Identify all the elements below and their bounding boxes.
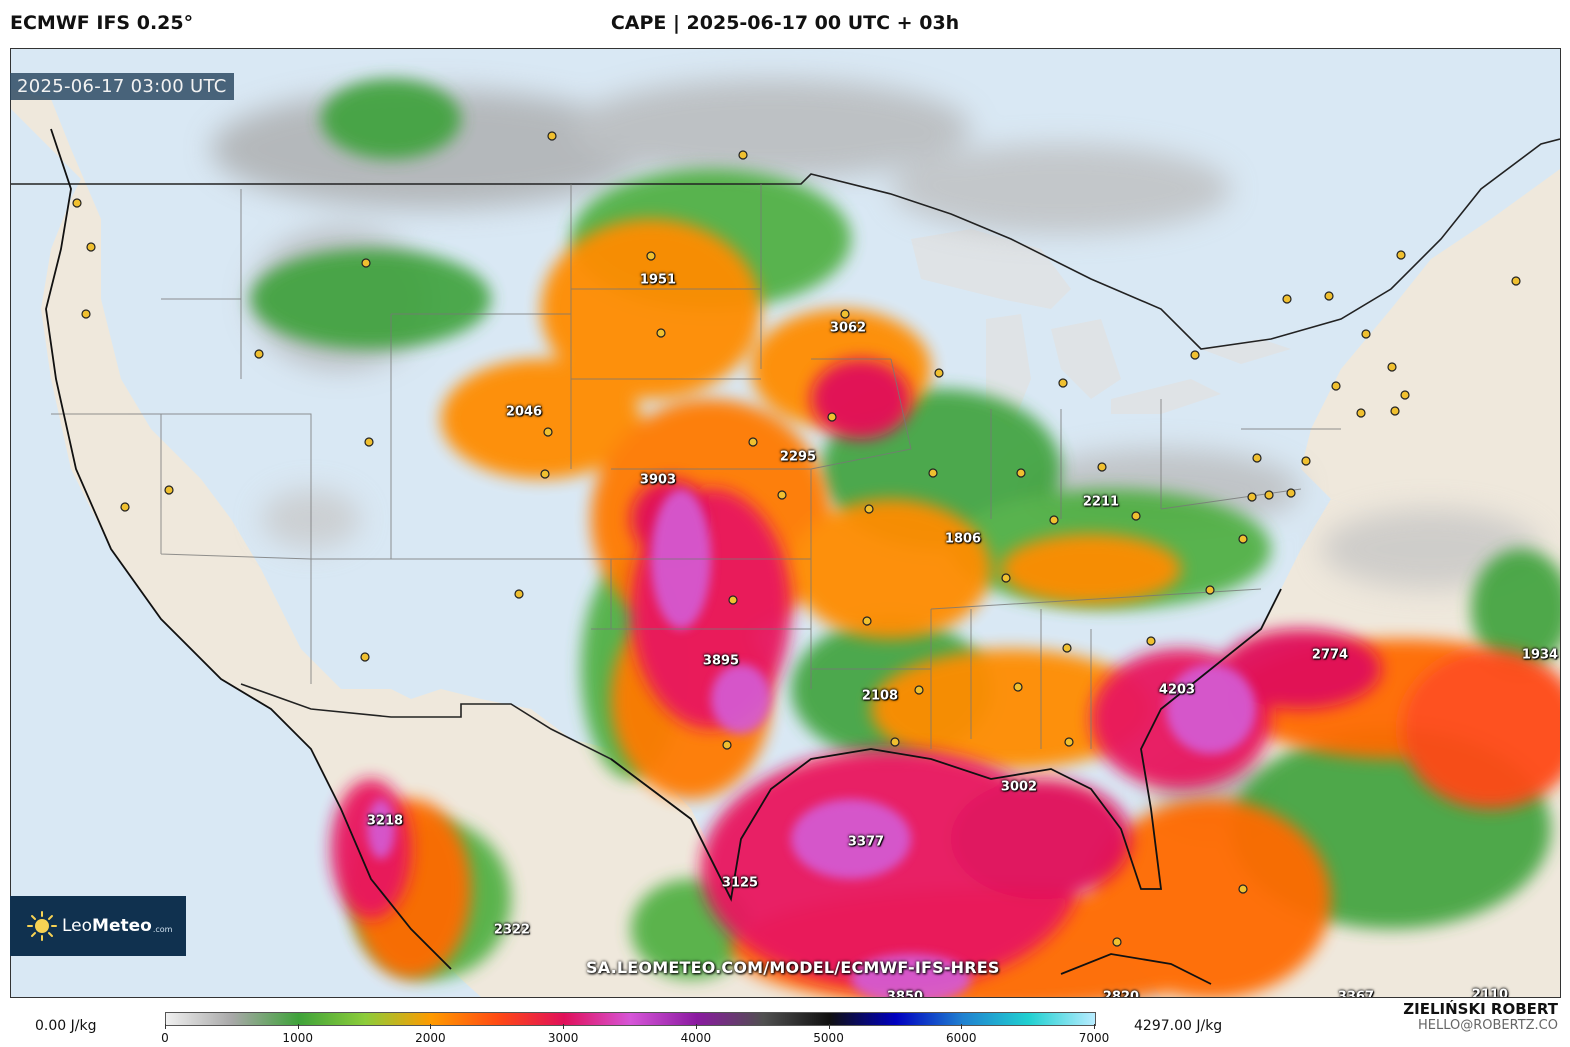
colorbar — [165, 1012, 1096, 1026]
source-url[interactable]: SA.LEOMETEO.COM/MODEL/ECMWF-IFS-HRES — [586, 958, 1000, 977]
cape-value-label: 2108 — [861, 688, 899, 704]
valid-time-badge: 2025-06-17 03:00 UTC — [10, 73, 234, 100]
colorbar-tick-mark — [1094, 1024, 1095, 1029]
cape-value-label: 3062 — [829, 320, 867, 336]
cape-value-label: 1806 — [944, 531, 982, 547]
colorbar-tick-mark — [297, 1024, 299, 1029]
cape-value-label: 1934 — [1521, 647, 1559, 663]
colorbar-tick-mark — [430, 1024, 432, 1029]
map-canvas — [11, 49, 1560, 997]
city-markers — [72, 131, 1521, 947]
colorbar-max-label: 4297.00 J/kg — [1134, 1018, 1223, 1034]
cape-value-label: 2211 — [1082, 494, 1120, 510]
colorbar-tick-mark — [165, 1024, 166, 1029]
colorbar-tick-mark — [695, 1024, 697, 1029]
logo-text: LeoMeteo — [62, 916, 152, 936]
cape-value-label: 3895 — [702, 653, 740, 669]
colorbar-min-label: 0.00 J/kg — [35, 1018, 97, 1034]
cape-value-label: 2295 — [779, 449, 817, 465]
leometeo-logo[interactable]: LeoMeteo .com — [10, 896, 186, 956]
cape-value-label: 3002 — [1000, 779, 1038, 795]
cape-value-label: 1951 — [639, 272, 677, 288]
cape-value-label: 3367 — [1337, 989, 1375, 998]
author-name: ZIELIŃSKI ROBERT — [1403, 1000, 1558, 1018]
colorbar-tick-label: 4000 — [680, 1031, 712, 1045]
coastlines — [45, 128, 1282, 985]
state-borders — [51, 184, 1341, 749]
colorbar-tick-label: 2000 — [415, 1031, 446, 1045]
cape-value-label: 2046 — [505, 404, 543, 420]
colorbar-tick-label: 6000 — [946, 1031, 977, 1045]
chart-title: CAPE | 2025-06-17 00 UTC + 03h — [610, 12, 960, 34]
great-lakes — [911, 229, 1291, 429]
cape-value-label: 4203 — [1158, 682, 1196, 698]
logo-suffix: .com — [152, 924, 173, 934]
sun-icon — [27, 911, 57, 941]
colorbar-tick-mark — [828, 1024, 830, 1029]
colorbar-tick-label: 7000 — [1078, 1031, 1110, 1045]
cape-value-label: 2110 — [1471, 987, 1509, 998]
colorbar-tick-label: 5000 — [813, 1031, 844, 1045]
cape-value-label: 3903 — [639, 472, 677, 488]
cape-value-label: 3377 — [847, 834, 885, 850]
colorbar-tick-mark — [563, 1024, 565, 1029]
cape-value-label: 2774 — [1311, 647, 1349, 663]
model-title: ECMWF IFS 0.25° — [10, 12, 194, 34]
colorbar-tick-label: 1000 — [282, 1031, 313, 1045]
colorbar-tick-mark — [961, 1024, 963, 1029]
cape-value-label: 2820 — [1102, 989, 1140, 998]
cape-value-label: 2322 — [493, 922, 531, 938]
colorbar-tick-label: 0 — [161, 1031, 169, 1045]
cape-value-label: 3850 — [886, 989, 924, 998]
weather-map[interactable]: 1951 3062 2046 2295 3903 2211 1806 3895 … — [10, 48, 1561, 998]
cape-value-label: 3125 — [721, 875, 759, 891]
author-email[interactable]: HELLO@ROBERTZ.CO — [1417, 1018, 1558, 1033]
colorbar-tick-label: 3000 — [547, 1031, 579, 1045]
cape-value-label: 3218 — [366, 813, 404, 829]
